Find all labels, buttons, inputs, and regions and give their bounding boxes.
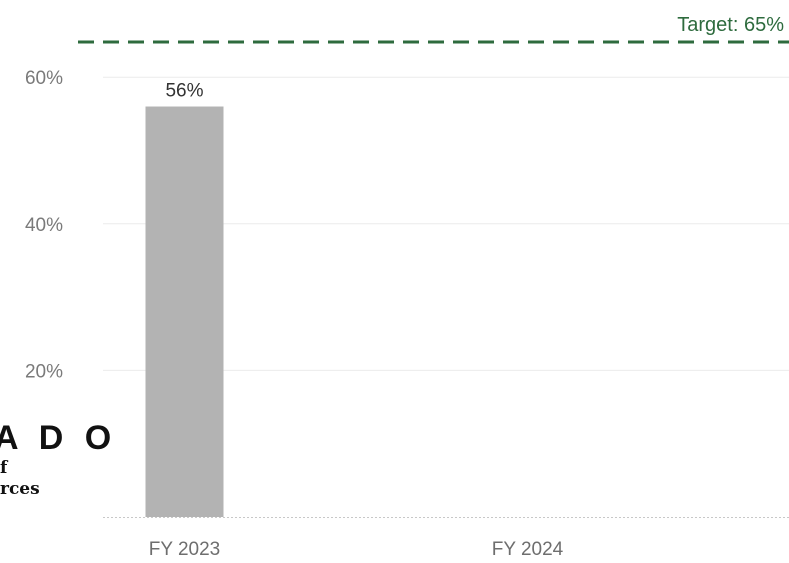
x-axis-categories: FY 2023 FY 2024 — [149, 539, 564, 560]
bars — [145, 106, 224, 518]
x-category-label: FY 2023 — [149, 539, 220, 560]
data-labels: 56% — [165, 81, 203, 102]
target-line-group: Target: 65% — [78, 14, 789, 44]
y-tick-label: 60% — [25, 68, 63, 89]
x-category-label: FY 2024 — [492, 539, 564, 560]
logo-wordmark: A D O — [0, 419, 118, 457]
y-axis-ticks: 20% 40% 60% — [25, 68, 63, 382]
data-label: 56% — [165, 81, 203, 102]
logo-subtitle-line-1: f — [0, 458, 8, 478]
bar-fy-2023 — [145, 106, 224, 518]
logo-subtitle-line-2: rces — [0, 479, 40, 499]
y-tick-label: 20% — [25, 361, 63, 382]
target-label: Target: 65% — [677, 14, 784, 36]
y-tick-label: 40% — [25, 215, 63, 236]
organization-logo: A D O f rces — [0, 418, 117, 500]
